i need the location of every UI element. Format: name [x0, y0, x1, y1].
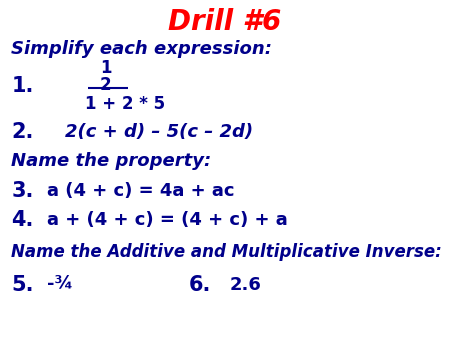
Text: 2.6: 2.6 [230, 275, 261, 294]
Text: 1 + 2 * 5: 1 + 2 * 5 [85, 95, 165, 113]
Text: Name the property:: Name the property: [11, 152, 211, 170]
Text: Drill #6: Drill #6 [168, 8, 282, 36]
Text: 2: 2 [100, 76, 112, 94]
Text: 1: 1 [100, 58, 112, 77]
Text: a (4 + c) = 4a + ac: a (4 + c) = 4a + ac [47, 182, 235, 200]
Text: 3.: 3. [11, 180, 34, 201]
Text: 1.: 1. [11, 76, 34, 96]
Text: 2.: 2. [11, 122, 34, 142]
Text: 2(c + d) – 5(c – 2d): 2(c + d) – 5(c – 2d) [65, 123, 253, 141]
Text: -¾: -¾ [47, 275, 73, 294]
Text: 6.: 6. [189, 274, 212, 295]
Text: Name the Additive and Multiplicative Inverse:: Name the Additive and Multiplicative Inv… [11, 243, 442, 261]
Text: 4.: 4. [11, 210, 34, 230]
Text: Simplify each expression:: Simplify each expression: [11, 40, 272, 58]
Text: 5.: 5. [11, 274, 34, 295]
Text: a + (4 + c) = (4 + c) + a: a + (4 + c) = (4 + c) + a [47, 211, 288, 229]
